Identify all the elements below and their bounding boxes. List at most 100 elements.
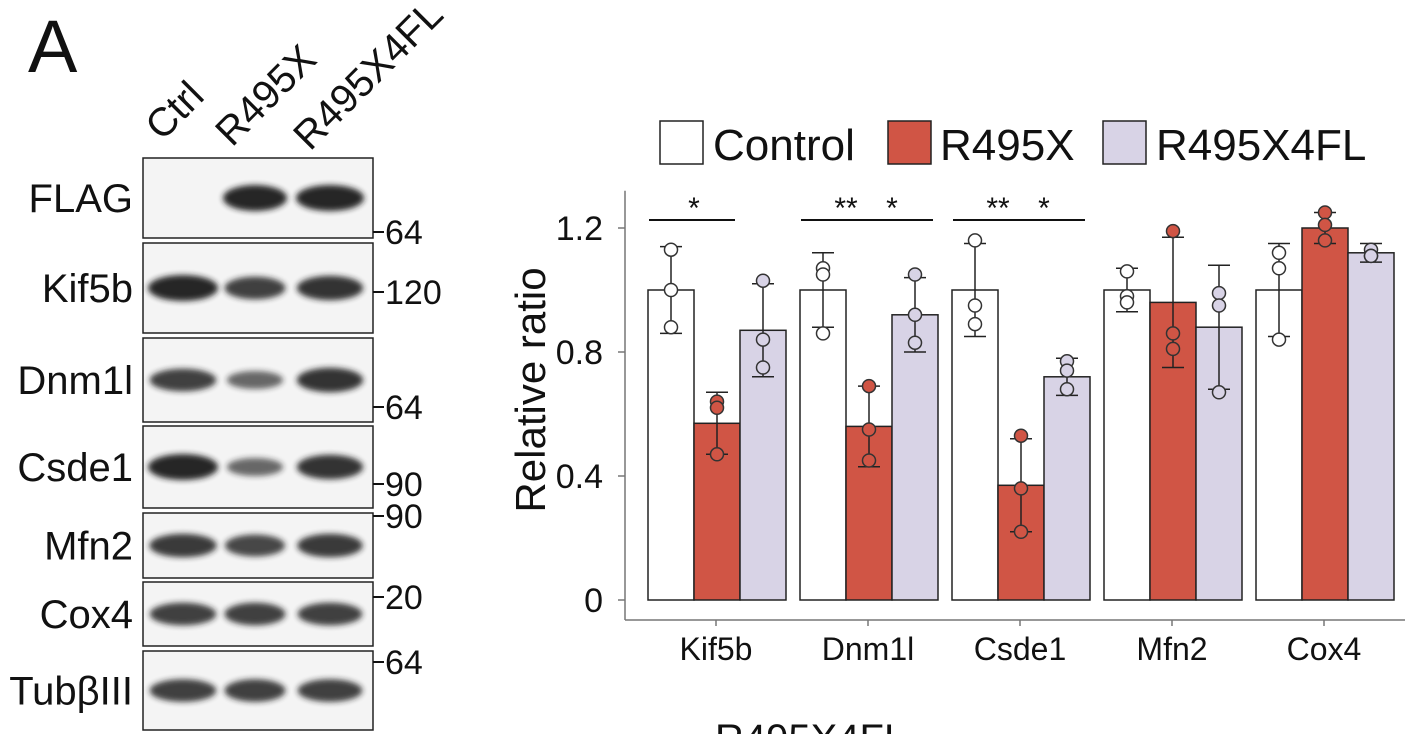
data-point [1165,341,1181,357]
data-point [663,319,679,335]
data-point [755,360,771,375]
x-tick-label: Cox4 [1287,631,1362,667]
significance-label: * [886,192,898,225]
legend-label: R495X4FL [1156,121,1366,170]
data-point [907,307,923,323]
data-point [1271,332,1287,347]
data-point [907,267,923,282]
band [226,371,284,389]
row-label: Dnm1l [17,359,133,403]
band [297,602,363,626]
data-point [1165,223,1181,239]
data-point [1363,248,1379,264]
y-tick-label: 1.2 [556,210,603,248]
data-point [1119,295,1135,310]
legend-swatch [1102,120,1147,165]
data-point [1211,385,1227,400]
data-point [967,298,983,313]
data-point [709,447,725,462]
row-label: Cox4 [40,593,133,637]
marker-label: 120 [385,274,442,312]
band [149,533,217,558]
band [224,602,286,626]
x-tick-label: Mfn2 [1136,631,1207,667]
band [149,368,217,392]
x-tick-label: Dnm1l [822,631,914,667]
band [148,454,218,480]
row-label: TubβIII [9,670,133,714]
band [296,275,364,301]
data-point [861,422,877,437]
band [296,185,364,211]
data-point [1271,261,1287,276]
y-tick-label: 0.4 [556,458,603,496]
bar [891,314,939,601]
data-point [755,273,771,288]
marker-label: 20 [385,579,423,617]
significance-label: * [688,192,700,225]
data-point [709,400,725,416]
data-point [1211,298,1227,313]
legend-swatch [659,120,704,165]
data-point [861,378,877,394]
data-point [1119,264,1135,279]
marker-label: 64 [385,214,423,252]
data-point [861,453,877,468]
marker-label: 90 [385,498,423,536]
data-point [967,233,983,248]
row-label: FLAG [29,177,133,221]
legend-label: Control [713,121,855,170]
data-point [1013,428,1029,443]
data-point [907,335,923,350]
data-point [1271,245,1287,261]
x-tick-label: Kif5b [680,631,753,667]
data-point [1317,217,1333,233]
marker-label: 90 [385,466,423,504]
panel-label: A [28,5,78,88]
band [297,679,363,702]
significance-label: * [1038,192,1050,225]
lane-label: Ctrl [137,73,212,148]
data-point [1211,285,1227,301]
data-point [663,242,679,257]
data-point [1013,524,1029,540]
data-point [1165,326,1181,341]
band [224,276,286,300]
bar [1347,252,1395,601]
band [223,185,287,211]
data-point [1013,481,1029,496]
band [149,679,217,702]
data-point [755,332,771,347]
band [224,534,286,557]
legend-swatch [887,120,932,165]
data-point [967,316,983,332]
y-tick-label: 0.8 [556,334,603,372]
marker-label: 64 [385,644,423,682]
bar [1301,227,1349,601]
x-tick-label: Csde1 [974,631,1067,667]
row-label: Csde1 [17,446,133,490]
data-point [1317,205,1333,220]
data-point [663,282,679,298]
significance-label: ** [834,192,858,225]
data-point [815,326,831,341]
bar [1103,289,1151,601]
band [226,458,284,476]
data-point [1059,381,1075,397]
bar [1043,376,1091,601]
marker-label: 64 [385,389,423,427]
y-axis-title: Relative ratio [507,267,554,512]
row-label: Mfn2 [44,525,133,569]
data-point [815,267,831,282]
footer-text: R495X4FL [715,717,906,734]
band [296,367,364,393]
bar [647,289,695,601]
band [297,533,363,558]
band [296,454,364,480]
legend-label: R495X [940,121,1075,170]
data-point [1317,233,1333,248]
row-label: Kif5b [42,267,133,311]
